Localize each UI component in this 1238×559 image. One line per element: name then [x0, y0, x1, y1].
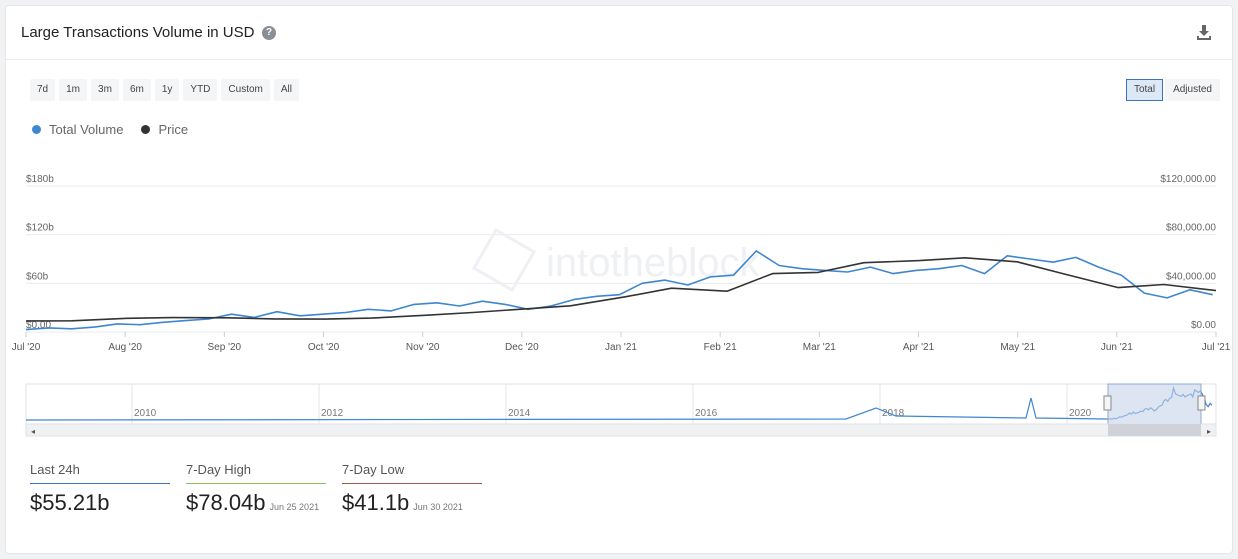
legend-item-total-volume[interactable]: Total Volume — [32, 122, 123, 137]
legend-label-price: Price — [158, 122, 189, 137]
x-tick-label: Jul '21 — [1202, 342, 1231, 353]
navigator-left-handle — [1103, 395, 1112, 411]
stat-label: Last 24h — [30, 462, 170, 484]
navigator-tick-label: 2020 — [1069, 408, 1092, 419]
x-tick-label: Mar '21 — [803, 342, 836, 353]
navigator-right-handle — [1197, 395, 1206, 411]
navigator-selection — [1107, 383, 1202, 425]
stat-7-day-high: 7-Day High $78.04b Jun 25 2021 — [186, 462, 326, 516]
stat-last-24h: Last 24h $55.21b — [30, 462, 170, 516]
legend-dot-total-volume — [32, 125, 41, 134]
help-icon[interactable]: ? — [262, 26, 276, 40]
range-ytd-button[interactable]: YTD — [183, 79, 218, 101]
range-3m-button[interactable]: 3m — [91, 79, 119, 101]
x-tick-label: Jan '21 — [605, 342, 637, 353]
range-1y-button[interactable]: 1y — [154, 79, 180, 101]
y-left-tick-label: $180b — [26, 174, 54, 185]
y-right-tick-label: $0.00 — [1191, 320, 1216, 331]
stat-date: Jun 30 2021 — [413, 502, 463, 512]
stat-value: $41.1b — [342, 490, 410, 515]
x-tick-label: Dec '20 — [505, 342, 539, 353]
x-tick-label: Feb '21 — [704, 342, 737, 353]
range-all-button[interactable]: All — [273, 79, 299, 101]
watermark: intotheblock — [546, 241, 760, 285]
stat-value: $55.21b — [30, 490, 110, 515]
x-tick-label: May '21 — [1000, 342, 1035, 353]
range-custom-button[interactable]: Custom — [221, 79, 270, 101]
x-tick-label: Aug '20 — [108, 342, 142, 353]
x-tick-label: Oct '20 — [308, 342, 340, 353]
range-7d-button[interactable]: 7d — [30, 79, 56, 101]
stat-date: Jun 25 2021 — [269, 502, 320, 512]
download-icon[interactable] — [1196, 24, 1212, 41]
y-right-tick-label: $80,000.00 — [1166, 223, 1216, 234]
watermark-logo-icon — [471, 227, 537, 293]
y-left-tick-label: $60b — [26, 271, 49, 282]
scroll-right-arrow-icon: ▸ — [1207, 427, 1211, 436]
y-left-tick-label: $0.00 — [26, 320, 51, 331]
navigator-tick-label: 2018 — [882, 408, 905, 419]
toggle-total-button[interactable]: Total — [1125, 79, 1164, 101]
chart-title: Large Transactions Volume in USD — [21, 24, 255, 41]
navigator-tick-label: 2010 — [134, 408, 157, 419]
legend-label-total-volume: Total Volume — [49, 122, 124, 137]
navigator-frame — [25, 383, 1217, 425]
chart-legend: Total Volume Price — [32, 122, 188, 137]
legend-dot-price — [141, 125, 151, 134]
x-tick-label: Jul '20 — [12, 342, 41, 353]
navigator-scrollbar-thumb — [1108, 424, 1201, 436]
y-left-tick-label: $120b — [26, 223, 54, 234]
navigator-tick-label: 2014 — [508, 408, 531, 419]
stat-label: 7-Day Low — [342, 462, 482, 484]
stat-value: $78.04b — [186, 490, 266, 515]
range-1m-button[interactable]: 1m — [59, 79, 88, 101]
x-tick-label: Sep '20 — [208, 342, 242, 353]
card-header: Large Transactions Volume in USD ? — [6, 6, 1232, 60]
line-chart: $0.00 $60b $120b $180b $0.00 $40,000.00 $80,00… — [12, 174, 1231, 437]
navigator-tick-label: 2016 — [695, 408, 718, 419]
stat-7-day-low: 7-Day Low $41.1b Jun 30 2021 — [342, 462, 482, 516]
stat-label: 7-Day High — [186, 462, 326, 484]
scroll-left-arrow-icon: ◂ — [31, 427, 35, 436]
series-line-total-volume — [25, 250, 1213, 331]
legend-item-price[interactable]: Price — [141, 122, 188, 137]
total-adjusted-toggle: Total Adjusted — [1125, 79, 1220, 101]
stats-row: Last 24h $55.21b 7-Day High $78.04b Jun … — [30, 462, 482, 516]
y-right-tick-label: $120,000.00 — [1160, 174, 1216, 185]
y-right-tick-label: $40,000.00 — [1166, 271, 1216, 282]
range-6m-button[interactable]: 6m — [122, 79, 151, 101]
navigator-scrollbar-track — [25, 423, 1217, 437]
navigator-tick-label: 2012 — [321, 408, 344, 419]
toggle-adjusted-button[interactable]: Adjusted — [1165, 79, 1220, 101]
x-tick-label: Apr '21 — [903, 342, 935, 353]
series-line-price — [25, 257, 1217, 322]
x-tick-label: Jun '21 — [1101, 342, 1133, 353]
chart-card: Large Transactions Volume in USD ? 7d 1m… — [5, 5, 1233, 554]
range-selector: 7d 1m 3m 6m 1y YTD Custom All — [30, 79, 299, 101]
x-tick-label: Nov '20 — [406, 342, 440, 353]
